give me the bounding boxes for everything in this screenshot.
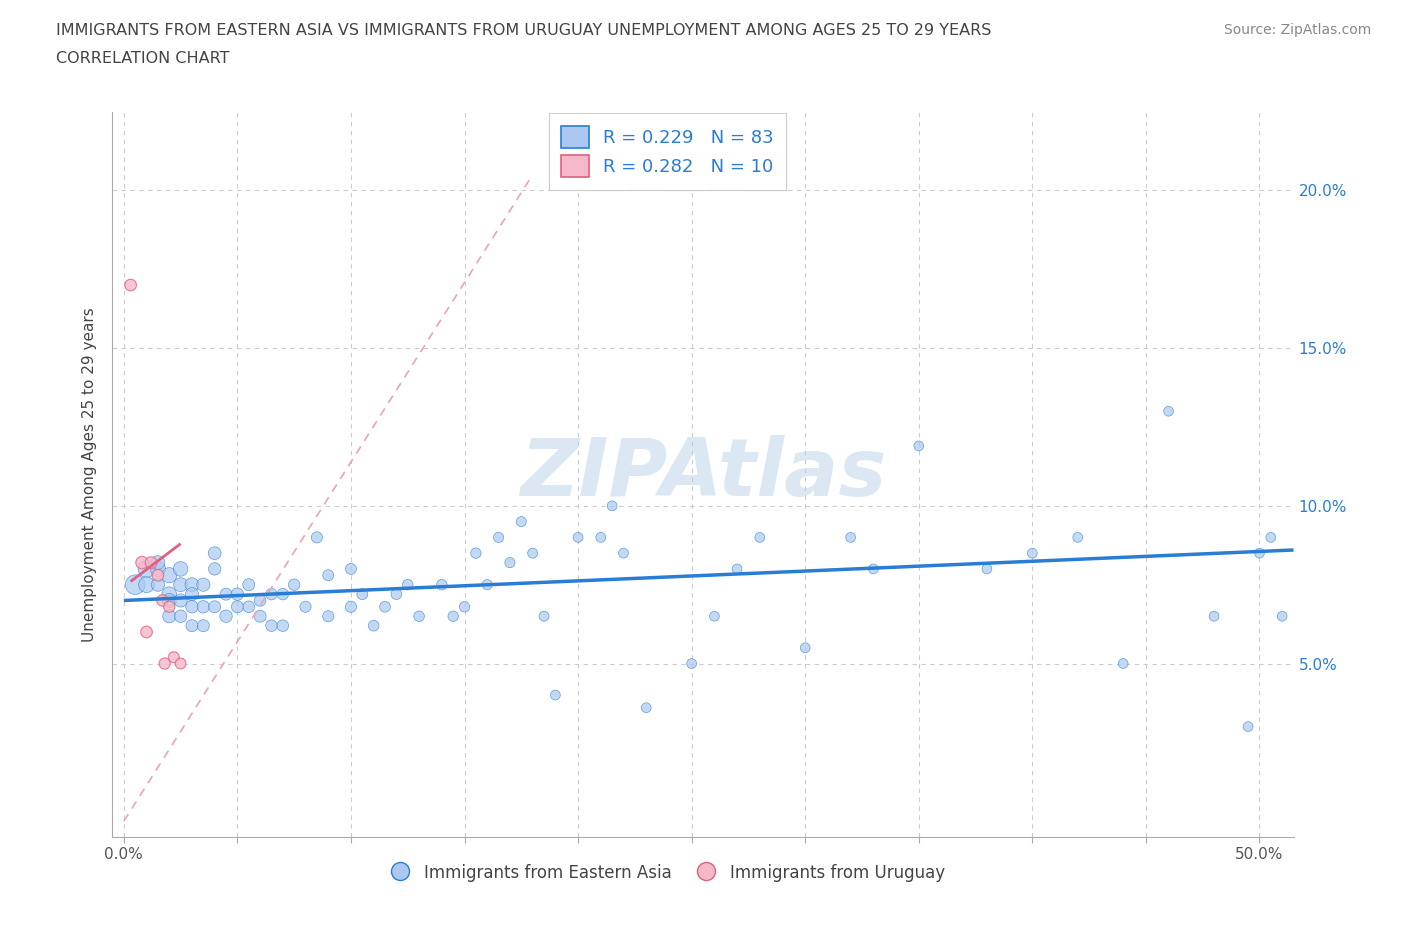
Point bbox=[544, 687, 567, 702]
Text: CORRELATION CHART: CORRELATION CHART bbox=[56, 51, 229, 66]
Point bbox=[215, 587, 238, 602]
Point bbox=[1067, 530, 1090, 545]
Point bbox=[157, 609, 180, 624]
Point bbox=[215, 609, 238, 624]
Point bbox=[488, 530, 510, 545]
Point bbox=[283, 578, 305, 592]
Point bbox=[120, 278, 142, 293]
Point bbox=[567, 530, 589, 545]
Point bbox=[169, 656, 191, 671]
Point bbox=[157, 587, 180, 602]
Point bbox=[157, 568, 180, 583]
Point bbox=[636, 700, 658, 715]
Point bbox=[294, 599, 316, 614]
Point bbox=[169, 562, 191, 577]
Point bbox=[146, 578, 169, 592]
Point bbox=[146, 568, 169, 583]
Point bbox=[260, 618, 283, 633]
Point bbox=[193, 599, 215, 614]
Point bbox=[249, 593, 271, 608]
Point bbox=[1021, 546, 1043, 561]
Point bbox=[430, 578, 453, 592]
Point bbox=[1260, 530, 1282, 545]
Point bbox=[260, 587, 283, 602]
Point bbox=[226, 587, 249, 602]
Point bbox=[1249, 546, 1271, 561]
Point bbox=[1202, 609, 1225, 624]
Point bbox=[249, 609, 271, 624]
Point bbox=[153, 656, 176, 671]
Point bbox=[135, 578, 157, 592]
Point bbox=[374, 599, 396, 614]
Point bbox=[600, 498, 623, 513]
Point bbox=[204, 599, 226, 614]
Point bbox=[181, 599, 204, 614]
Point bbox=[135, 562, 157, 577]
Point bbox=[204, 562, 226, 577]
Point bbox=[135, 625, 157, 640]
Point bbox=[1271, 609, 1294, 624]
Point bbox=[441, 609, 464, 624]
Point bbox=[305, 530, 328, 545]
Point bbox=[139, 555, 162, 570]
Point bbox=[124, 578, 146, 592]
Point bbox=[464, 546, 486, 561]
Point bbox=[1237, 719, 1260, 734]
Point bbox=[499, 555, 522, 570]
Point bbox=[340, 599, 363, 614]
Text: IMMIGRANTS FROM EASTERN ASIA VS IMMIGRANTS FROM URUGUAY UNEMPLOYMENT AMONG AGES : IMMIGRANTS FROM EASTERN ASIA VS IMMIGRAN… bbox=[56, 23, 991, 38]
Point bbox=[510, 514, 533, 529]
Point bbox=[226, 599, 249, 614]
Point bbox=[193, 618, 215, 633]
Point bbox=[725, 562, 748, 577]
Point bbox=[612, 546, 634, 561]
Point bbox=[681, 656, 703, 671]
Point bbox=[1112, 656, 1135, 671]
Point bbox=[839, 530, 862, 545]
Point bbox=[169, 578, 191, 592]
Point bbox=[181, 587, 204, 602]
Point bbox=[131, 555, 153, 570]
Point bbox=[193, 578, 215, 592]
Text: ZIPAtlas: ZIPAtlas bbox=[520, 435, 886, 513]
Text: Source: ZipAtlas.com: Source: ZipAtlas.com bbox=[1223, 23, 1371, 37]
Point bbox=[396, 578, 419, 592]
Point bbox=[204, 546, 226, 561]
Point bbox=[181, 618, 204, 633]
Point bbox=[169, 593, 191, 608]
Point bbox=[1157, 404, 1180, 418]
Point bbox=[363, 618, 385, 633]
Point bbox=[152, 593, 174, 608]
Point bbox=[238, 599, 260, 614]
Point bbox=[271, 618, 294, 633]
Point bbox=[146, 555, 169, 570]
Point bbox=[340, 562, 363, 577]
Point bbox=[181, 578, 204, 592]
Y-axis label: Unemployment Among Ages 25 to 29 years: Unemployment Among Ages 25 to 29 years bbox=[82, 307, 97, 642]
Point bbox=[748, 530, 770, 545]
Point bbox=[533, 609, 555, 624]
Point bbox=[146, 562, 169, 577]
Point bbox=[169, 609, 191, 624]
Point bbox=[477, 578, 499, 592]
Point bbox=[907, 438, 929, 453]
Point bbox=[157, 599, 180, 614]
Point bbox=[703, 609, 725, 624]
Point bbox=[271, 587, 294, 602]
Point bbox=[385, 587, 408, 602]
Point bbox=[316, 609, 339, 624]
Point bbox=[238, 578, 260, 592]
Point bbox=[157, 593, 180, 608]
Point bbox=[453, 599, 475, 614]
Point bbox=[316, 568, 339, 583]
Point bbox=[589, 530, 612, 545]
Point bbox=[976, 562, 998, 577]
Point bbox=[862, 562, 884, 577]
Point bbox=[163, 650, 186, 665]
Point bbox=[794, 641, 817, 656]
Point bbox=[522, 546, 544, 561]
Point bbox=[352, 587, 374, 602]
Point bbox=[408, 609, 430, 624]
Legend: Immigrants from Eastern Asia, Immigrants from Uruguay: Immigrants from Eastern Asia, Immigrants… bbox=[382, 856, 953, 890]
